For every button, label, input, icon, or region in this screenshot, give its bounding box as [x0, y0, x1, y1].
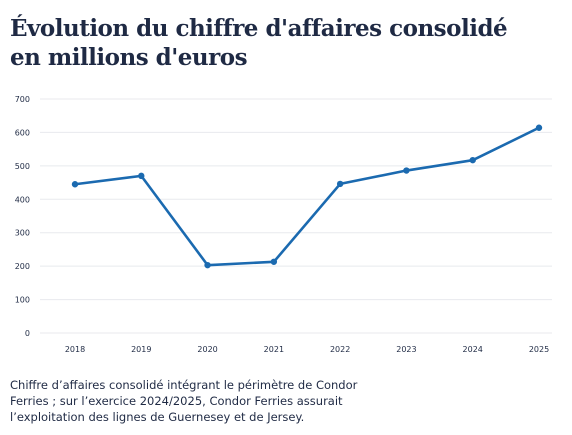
y-tick-label: 0 [25, 329, 30, 338]
chart-caption: Chiffre d’affaires consolidé intégrant l… [10, 378, 358, 424]
data-point [336, 180, 344, 188]
x-tick-label: 2025 [529, 345, 549, 354]
data-point [71, 181, 79, 188]
series-line [73, 126, 541, 267]
data-point [204, 261, 211, 269]
data-point [535, 124, 543, 131]
x-tick-label: 2024 [463, 345, 483, 354]
x-tick-label: 2022 [330, 345, 350, 354]
chart-title-line-2: en millions d'euros [10, 44, 248, 71]
grid-lines [40, 98, 552, 334]
y-tick-label: 100 [15, 296, 30, 305]
y-tick-label: 400 [15, 195, 30, 204]
x-tick-label: 2019 [131, 345, 151, 354]
data-point [138, 172, 145, 180]
y-tick-label: 700 [15, 95, 30, 104]
chart-area: 0 100 200 300 400 500 600 700 2018 2019 2020 2021 2… [0, 86, 572, 366]
x-tick-label: 2021 [264, 345, 284, 354]
x-axis-ticks: 2018 2019 2020 2021 2022 2023 2024 2025 [65, 345, 549, 354]
x-tick-label: 2020 [197, 345, 217, 354]
data-point [469, 156, 476, 164]
series-layer [71, 124, 543, 269]
chart-title: Évolution du chiffre d'affaires consolid… [10, 14, 562, 72]
data-point [270, 258, 278, 265]
y-tick-label: 300 [15, 229, 30, 238]
data-point [403, 167, 410, 174]
y-tick-label: 200 [15, 262, 30, 271]
x-tick-label: 2018 [65, 345, 85, 354]
chart-title-line-1: Évolution du chiffre d'affaires consolid… [10, 15, 508, 42]
y-tick-label: 500 [15, 162, 30, 171]
y-axis-ticks: 0 100 200 300 400 500 600 700 [15, 95, 30, 338]
x-tick-label: 2023 [396, 345, 416, 354]
y-tick-label: 600 [15, 128, 30, 137]
